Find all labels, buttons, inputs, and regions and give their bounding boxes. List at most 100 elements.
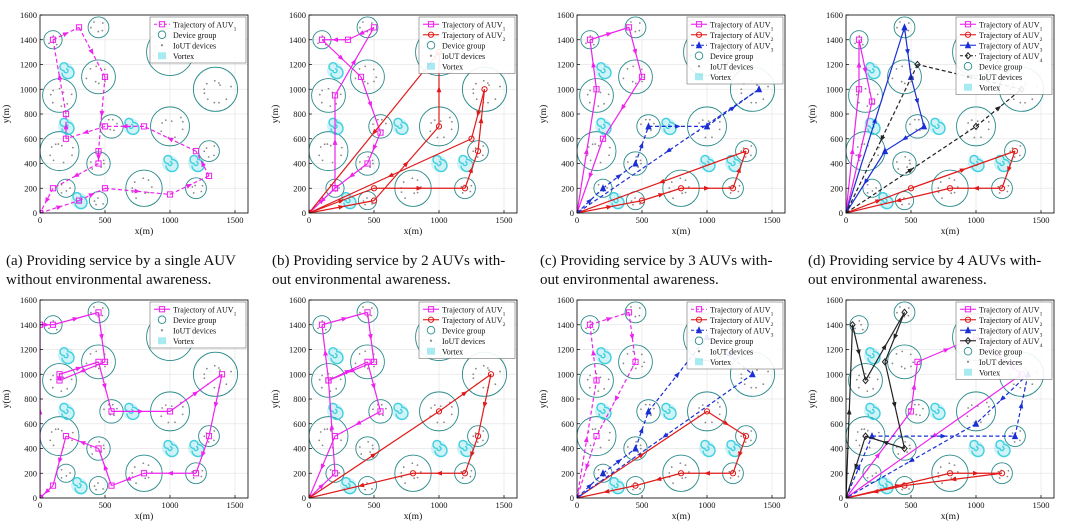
iout-device xyxy=(653,407,655,410)
iout-device xyxy=(679,462,682,465)
iout-device xyxy=(416,476,419,479)
vortex-swirl xyxy=(163,439,179,458)
waypoint-marker xyxy=(108,482,115,489)
iout-device xyxy=(376,118,379,121)
vortex-swirl xyxy=(995,439,1011,458)
y-tick-label: 0 xyxy=(33,208,37,218)
device-group xyxy=(577,416,617,457)
legend-device-group-icon xyxy=(694,51,704,61)
waypoint-marker xyxy=(331,185,339,192)
legend-label-subscript: 2 xyxy=(771,322,774,328)
trajectory-auv1 xyxy=(577,24,646,213)
legend-label-subscript: 1 xyxy=(503,311,506,317)
waypoint-marker xyxy=(907,408,915,415)
waypoint-marker xyxy=(632,444,639,452)
trajectory-segment xyxy=(706,88,760,127)
iout-device xyxy=(750,430,753,432)
trajectory-segment xyxy=(577,435,598,498)
iout-device xyxy=(589,159,592,162)
device-group xyxy=(350,344,385,380)
iout-device xyxy=(225,383,228,386)
device-group xyxy=(40,131,80,172)
iout-device xyxy=(321,159,324,162)
iout-device xyxy=(603,102,606,105)
legend-label-subscript: 1 xyxy=(1040,311,1043,317)
waypoint-marker xyxy=(846,209,850,213)
waypoint-marker xyxy=(318,321,326,328)
iout-device xyxy=(461,477,464,479)
iout-device xyxy=(687,186,690,188)
y-tick-label: 1200 xyxy=(20,60,37,70)
iout-device xyxy=(866,390,869,393)
y-tick-label: 200 xyxy=(24,183,37,193)
trajectory-auv1 xyxy=(846,36,876,213)
iout-device xyxy=(626,67,629,70)
iout-device xyxy=(909,162,911,165)
iout-device xyxy=(373,365,375,368)
waypoint-marker xyxy=(192,148,200,155)
iout-device xyxy=(69,187,71,189)
y-tick-label: 1400 xyxy=(557,320,574,330)
iout-device xyxy=(100,451,103,453)
iout-device xyxy=(57,143,60,145)
waypoint-marker xyxy=(914,358,921,365)
iout-device xyxy=(370,307,373,309)
iout-device xyxy=(742,432,745,435)
iout-device xyxy=(191,470,194,473)
iout-device xyxy=(144,477,147,480)
iout-device xyxy=(70,378,73,381)
legend-marker xyxy=(964,41,972,49)
iout-device xyxy=(640,353,643,356)
iout-device xyxy=(858,35,861,37)
iout-device xyxy=(635,440,638,443)
y-tick-label: 600 xyxy=(830,419,843,429)
iout-device xyxy=(856,146,859,148)
iout-device xyxy=(948,177,951,180)
iout-device xyxy=(864,372,867,375)
iout-device xyxy=(855,378,858,381)
legend-iout-device-icon xyxy=(160,329,164,332)
iout-device xyxy=(912,361,915,364)
legend-label: Vortex xyxy=(173,52,194,61)
y-tick-label: 600 xyxy=(293,134,306,144)
iout-device xyxy=(871,475,874,477)
waypoint-marker xyxy=(487,371,495,378)
iout-device xyxy=(358,161,361,163)
legend-iout-device-icon xyxy=(697,65,701,68)
vortex-swirl xyxy=(878,191,894,210)
iout-device xyxy=(360,453,363,455)
vortex xyxy=(327,402,344,421)
iout-device xyxy=(62,161,65,164)
trajectory-segment xyxy=(97,76,106,152)
iout-device xyxy=(631,365,634,368)
device-group xyxy=(192,66,239,112)
waypoint-marker xyxy=(370,185,378,192)
iout-device xyxy=(482,430,485,432)
vortex-swirl xyxy=(59,402,75,421)
iout-device xyxy=(909,447,911,450)
iout-device xyxy=(634,30,637,33)
vortex-swirl xyxy=(596,402,612,421)
legend-label-subscript: 3 xyxy=(771,332,774,338)
legend-label: Device group xyxy=(710,52,753,61)
x-tick-label: 500 xyxy=(905,215,918,225)
y-tick-label: 600 xyxy=(561,134,574,144)
waypoint-marker xyxy=(972,122,980,131)
iout-device xyxy=(338,187,340,189)
iout-device xyxy=(980,421,982,424)
iout-device xyxy=(201,469,204,472)
trajectory-segment xyxy=(628,312,637,362)
vortex-swirl xyxy=(432,154,448,173)
legend-label: Device group xyxy=(173,31,216,40)
iout-device xyxy=(472,150,475,153)
y-tick-label: 1000 xyxy=(289,84,306,94)
direction-arrow xyxy=(872,117,877,125)
direction-arrow xyxy=(674,371,680,379)
waypoint-marker xyxy=(370,24,378,31)
legend-device-group-icon xyxy=(157,315,167,325)
y-tick-label: 1400 xyxy=(289,320,306,330)
iout-device xyxy=(901,488,903,491)
iout-device xyxy=(937,187,940,189)
iout-device xyxy=(594,143,597,145)
